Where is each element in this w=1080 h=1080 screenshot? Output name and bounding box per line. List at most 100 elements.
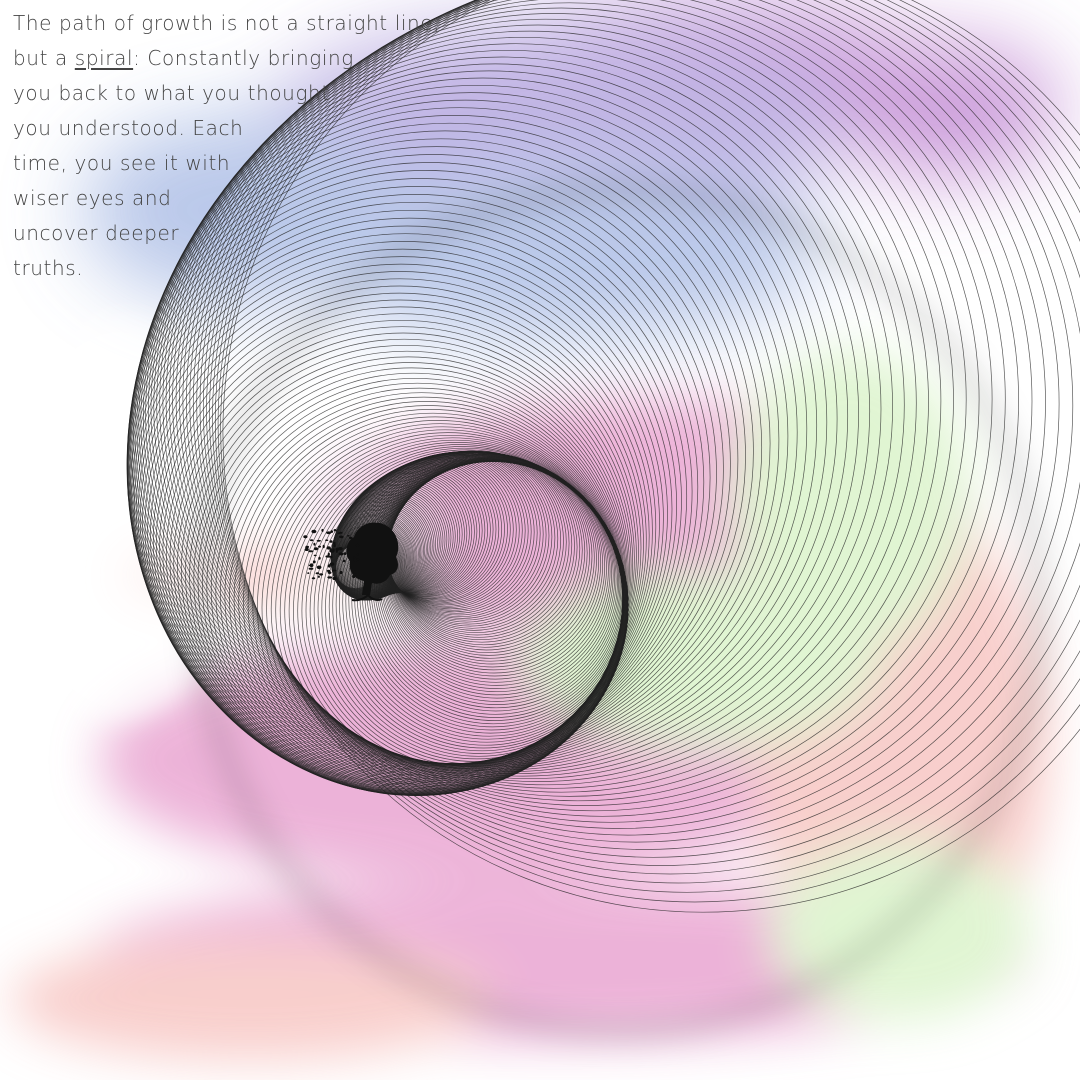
leaf-mark (353, 556, 356, 559)
leaf-mark (347, 535, 350, 537)
spiral-ring (186, 0, 1019, 817)
wash-purple-right (840, 40, 1060, 180)
leaf-mark (338, 535, 343, 538)
spiral-ring (193, 0, 1046, 829)
leaf-mark (309, 539, 314, 542)
spiral-ring (153, 36, 893, 777)
leaf-mark (327, 576, 333, 579)
leaf-mark (318, 545, 321, 548)
quote-line-2-suffix: : Constantly bringing (133, 46, 354, 70)
spiral-ring (162, 313, 639, 790)
leaf-mark (321, 528, 324, 532)
leaf-mark (308, 567, 314, 570)
leaf-mark (347, 548, 350, 551)
leaf-mark (333, 543, 336, 548)
quote-line-2-prefix: but a (13, 46, 75, 70)
leaf-mark (311, 577, 316, 580)
spiral-ring (212, 0, 1080, 875)
spiral-ring (199, 0, 1074, 843)
spiral-ring (162, 18, 929, 786)
leaf-mark (337, 532, 341, 535)
leaf-mark (313, 554, 317, 557)
wash-peach-bottom (10, 940, 490, 1060)
leaf-mark (312, 560, 316, 564)
spiral-ring (142, 263, 660, 782)
wash-green-right (730, 350, 970, 650)
spiral-ring (206, 0, 1080, 858)
spiral-ring (142, 63, 849, 769)
spiral-ring (222, 0, 1080, 913)
leaf-mark (317, 575, 320, 578)
spiral-ring (147, 49, 871, 773)
spiral-ring (165, 13, 942, 789)
quote-line-1: The path of growth is not a straight lin… (13, 11, 441, 35)
quote-text: The path of growth is not a straight lin… (13, 6, 441, 286)
leaf-mark (356, 558, 360, 561)
leaf-mark (338, 552, 344, 556)
spiral-ring (175, 0, 980, 802)
leaf-mark (332, 576, 337, 581)
leaf-mark (322, 544, 325, 549)
leaf-mark (348, 536, 353, 540)
leaf-mark (338, 547, 343, 551)
leaf-mark (303, 535, 308, 539)
leaf-mark (356, 553, 359, 556)
leaf-mark (316, 565, 322, 570)
spiral-ring (147, 278, 653, 784)
leaf-mark (332, 542, 336, 544)
spiral-ring (172, 2, 967, 797)
spiral-ring (159, 24, 917, 782)
spiral-ring (134, 92, 808, 765)
spiral-ring (150, 285, 650, 786)
spiral-ring (189, 0, 1033, 823)
tree-head-silhouette-icon (303, 522, 399, 602)
quote-line-2: but a spiral: Constantly bringing (13, 41, 433, 76)
leaf-mark (352, 574, 356, 579)
quote-line-6: wiser eyes and (13, 186, 172, 210)
leaf-mark (327, 552, 330, 556)
leaf-mark (329, 562, 335, 566)
quote-line-4: you understood. Each (13, 116, 244, 140)
leaf-mark (305, 545, 309, 550)
spiral-ring (133, 99, 798, 765)
spiral-ring (215, 0, 1080, 884)
spiral-ring (152, 292, 647, 787)
spiral-ring (145, 56, 859, 771)
spiral-ring (140, 70, 838, 768)
leaf-mark (355, 543, 360, 547)
leaf-mark (327, 571, 332, 574)
spiral-ring (150, 43, 882, 775)
quote-line-5: time, you see it with (13, 151, 231, 175)
leaf-mark (319, 573, 324, 576)
spiral-ring (351, 468, 478, 595)
spiral-ring (220, 0, 1080, 903)
leaf-mark (312, 530, 315, 532)
leaf-mark (333, 529, 337, 532)
leaf-mark (353, 570, 359, 574)
leaf-mark (316, 539, 321, 542)
wash-lavender-top (270, 20, 850, 220)
leaf-mark (339, 570, 343, 575)
leaf-mark (318, 556, 321, 560)
leaf-mark (342, 559, 346, 563)
leaf-mark (329, 540, 333, 543)
spiral-ring (189, 356, 628, 795)
leaf-mark (335, 549, 338, 553)
leaf-mark (308, 550, 314, 553)
spiral-ring (217, 0, 1080, 893)
leaf-mark (313, 542, 316, 546)
spiral-ring (156, 30, 905, 780)
leaf-mark (326, 531, 332, 535)
leaf-mark (307, 572, 310, 574)
spiral-ring (209, 0, 1080, 866)
leaf-mark (331, 569, 337, 572)
leaf-mark (315, 572, 320, 575)
spiral-ring (166, 319, 637, 791)
spiral-ring (193, 362, 627, 796)
spiral-ring (179, 0, 993, 806)
leaf-mark (329, 549, 335, 553)
leaf-mark (325, 539, 329, 541)
leaf-mark (343, 552, 347, 555)
spiral-ring (196, 0, 1060, 836)
